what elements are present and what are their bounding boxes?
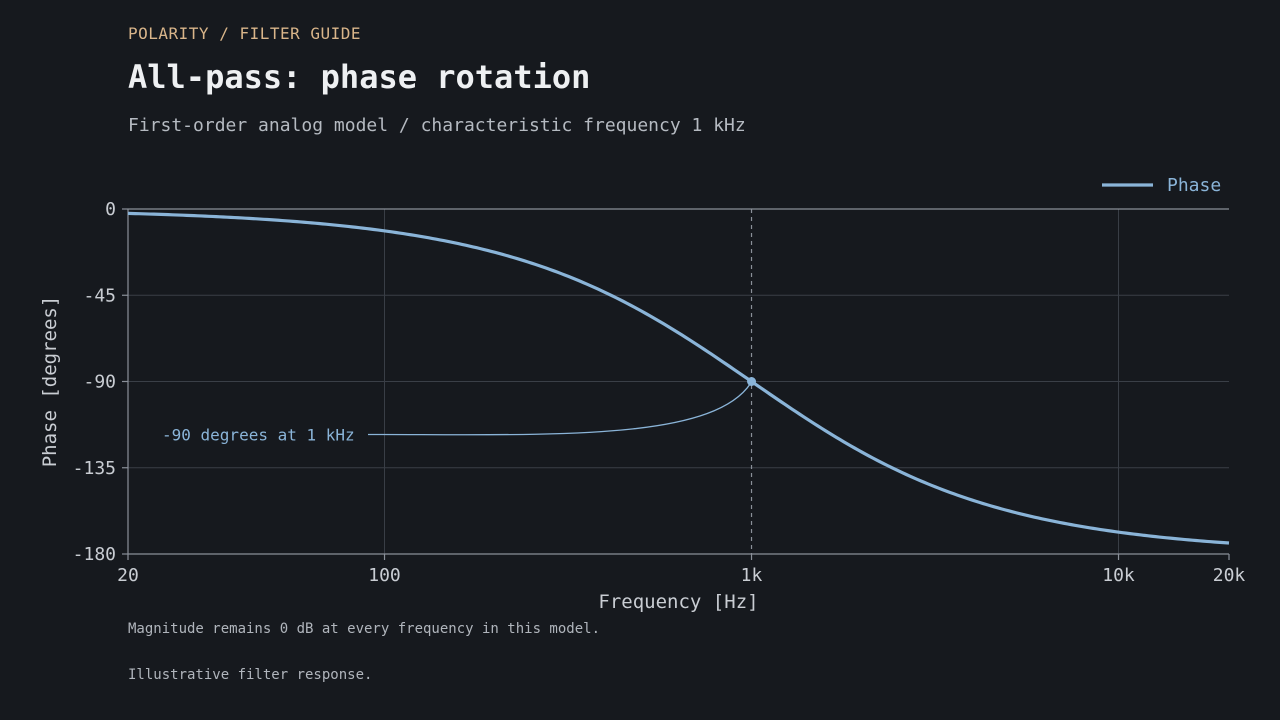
x-tick-label: 10k (1102, 565, 1135, 586)
breadcrumb: POLARITY / FILTER GUIDE (128, 24, 362, 43)
x-tick-label: 100 (368, 565, 401, 586)
annotation-label: -90 degrees at 1 kHz (162, 426, 355, 445)
x-tick-label: 1k (741, 565, 763, 586)
x-axis-title: Frequency [Hz] (598, 591, 758, 613)
x-tick-label: 20 (117, 565, 139, 586)
annotation-marker (747, 377, 757, 386)
y-tick-label: -90 (83, 372, 116, 393)
magnitude-note: Magnitude remains 0 dB at every frequenc… (128, 621, 601, 637)
y-tick-label: -45 (83, 285, 116, 306)
y-axis-title: Phase [degrees] (39, 296, 61, 468)
legend-label-phase: Phase (1167, 175, 1221, 196)
x-tick-label: 20k (1213, 565, 1246, 586)
y-tick-label: -135 (73, 458, 116, 479)
annotation-connector (367, 383, 752, 436)
page-title: All-pass: phase rotation (128, 58, 591, 96)
series-line-phase (127, 211, 1230, 545)
disclaimer-note: Illustrative filter response. (128, 667, 373, 683)
y-tick-label: 0 (105, 199, 116, 220)
y-tick-label: -180 (73, 544, 116, 565)
page-subtitle: First-order analog model / characteristi… (128, 115, 746, 136)
